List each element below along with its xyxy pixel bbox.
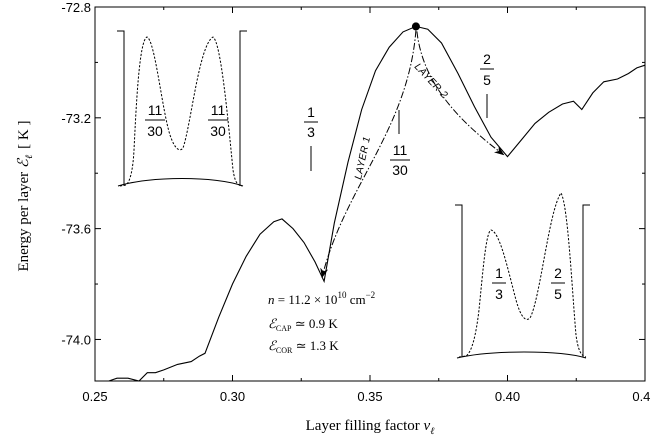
layer-1-arrow bbox=[320, 30, 417, 279]
inset-2-left-num: 1 bbox=[495, 265, 503, 281]
cap-symbol: ℰ bbox=[268, 316, 277, 331]
inset-top-left: 11 30 11 30 bbox=[117, 30, 247, 187]
cor-symbol: ℰ bbox=[268, 338, 277, 353]
x-tick-label: 0.30 bbox=[220, 389, 245, 404]
y-axis-unit: [ K ] bbox=[16, 120, 32, 148]
fraction-numerator: 1 bbox=[307, 104, 315, 120]
fraction-denominator: 3 bbox=[307, 124, 315, 140]
energy-curve bbox=[95, 25, 646, 382]
y-tick-label: -74.0 bbox=[61, 332, 91, 347]
x-tick-label: 0.45 bbox=[632, 389, 651, 404]
fraction-marker-11-30: 11 30 bbox=[390, 110, 410, 178]
inset-1-right-den: 30 bbox=[210, 123, 226, 139]
inset-2-right-den: 5 bbox=[554, 286, 562, 302]
y-axis-symbol: ℰ bbox=[16, 157, 32, 168]
x-axis-title: Layer filling factor νℓ bbox=[306, 418, 435, 437]
fraction-numerator: 11 bbox=[393, 142, 408, 158]
inset-1-right-num: 11 bbox=[211, 102, 226, 118]
density-symbol: n bbox=[268, 292, 275, 307]
y-tick-label: -72.8 bbox=[61, 0, 91, 15]
x-axis-subscript: ℓ bbox=[430, 426, 434, 437]
cap-param: ℰCAP ≃ 0.9 K bbox=[268, 316, 338, 333]
x-axis-symbol: ν bbox=[424, 418, 431, 434]
y-axis-title: Energy per layer ℰℓ [ K ] bbox=[16, 120, 35, 271]
y-tick-label: -73.2 bbox=[61, 111, 91, 126]
inset-1-left-den: 30 bbox=[147, 123, 163, 139]
x-axis-ticks: 0.25 0.30 0.35 0.40 0.45 bbox=[82, 7, 651, 404]
cap-subscript: CAP bbox=[276, 324, 292, 333]
x-tick-label: 0.40 bbox=[495, 389, 520, 404]
fraction-numerator: 2 bbox=[483, 51, 491, 67]
density-exponent: 10 bbox=[337, 290, 347, 300]
density-value: = 11.2 × 10 bbox=[275, 292, 338, 307]
layer-1-label: LAYER 1 bbox=[353, 135, 373, 180]
inset-1-baseline bbox=[117, 178, 244, 187]
x-tick-label: 0.25 bbox=[82, 389, 107, 404]
layer-2-arrow bbox=[416, 31, 505, 156]
x-tick-label: 0.35 bbox=[357, 389, 382, 404]
inset-2-right-num: 2 bbox=[554, 265, 562, 281]
density-unit: cm bbox=[346, 292, 365, 307]
inset-2-well-walls bbox=[455, 204, 590, 357]
peak-point bbox=[411, 22, 420, 31]
fraction-marker-1-3: 1 3 bbox=[304, 104, 318, 171]
parameter-block: n = 11.2 × 1010 cm−2 ℰCAP ≃ 0.9 K ℰCOR ≃… bbox=[268, 290, 375, 355]
density-unit-exponent: −2 bbox=[366, 290, 376, 300]
cap-value: ≃ 0.9 K bbox=[291, 316, 338, 331]
fraction-denominator: 5 bbox=[483, 72, 491, 88]
fraction-denominator: 30 bbox=[392, 162, 408, 178]
cor-param: ℰCOR ≃ 1.3 K bbox=[268, 338, 339, 355]
plot-frame bbox=[94, 6, 646, 382]
y-axis-subscript: ℓ bbox=[24, 155, 35, 159]
layer-2-label: LAYER 2 bbox=[412, 62, 450, 102]
inset-2-left-den: 3 bbox=[495, 286, 503, 302]
inset-1-left-num: 11 bbox=[148, 102, 163, 118]
fraction-marker-2-5: 2 5 bbox=[480, 51, 494, 118]
inset-bottom-right: 1 3 2 5 bbox=[455, 192, 590, 359]
y-axis-ticks: -72.8 -73.2 -73.6 -74.0 bbox=[61, 0, 645, 347]
inset-1-well-walls bbox=[117, 30, 247, 186]
inset-1-density-profile bbox=[119, 36, 243, 187]
cor-value: ≃ 1.3 K bbox=[292, 338, 339, 353]
cor-subscript: COR bbox=[276, 346, 293, 355]
inset-2-density-profile bbox=[458, 192, 587, 358]
y-axis-title-text: Energy per layer bbox=[16, 168, 32, 271]
y-tick-label: -73.6 bbox=[61, 222, 91, 237]
density-param: n = 11.2 × 1010 cm−2 bbox=[268, 290, 375, 307]
x-axis-title-text: Layer filling factor bbox=[306, 418, 424, 434]
inset-2-baseline bbox=[456, 351, 587, 359]
